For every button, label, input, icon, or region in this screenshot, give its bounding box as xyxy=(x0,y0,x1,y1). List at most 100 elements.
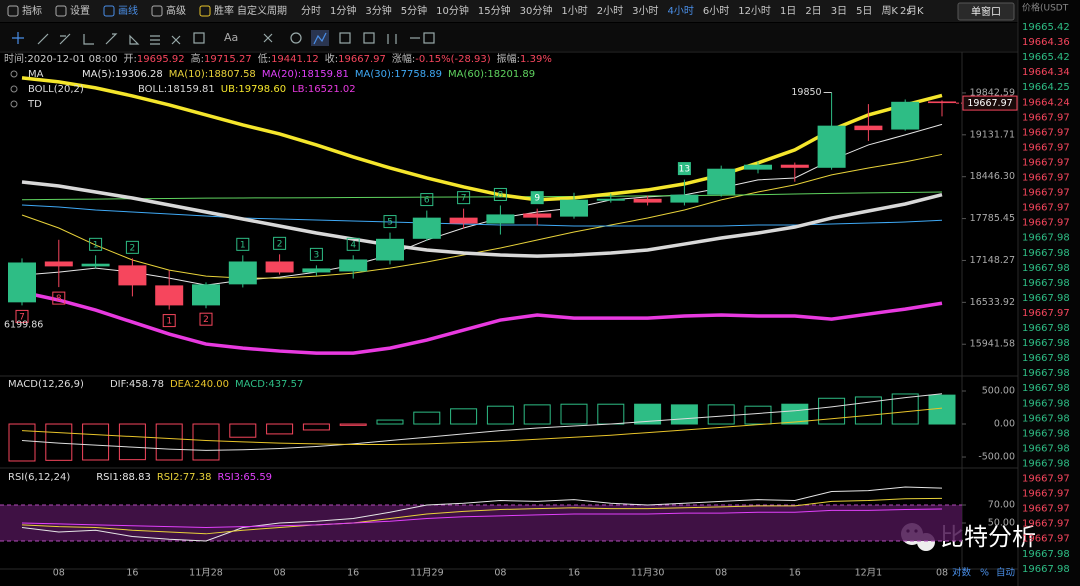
macd-line xyxy=(21,393,943,451)
period-button[interactable]: 周K xyxy=(881,5,898,17)
price-row: 19667.97 xyxy=(1022,188,1070,199)
axis-control[interactable]: % xyxy=(980,568,989,579)
td-count: 2 xyxy=(277,239,283,249)
tool-icons[interactable] xyxy=(12,30,435,46)
period-button[interactable]: 30分钟 xyxy=(520,4,553,17)
macd-bar xyxy=(82,423,110,461)
info-value: 19715.27 xyxy=(204,54,252,65)
legend-entry: LB:16521.02 xyxy=(292,84,356,95)
candle-body xyxy=(449,217,478,224)
macd-line xyxy=(21,407,943,445)
td-box xyxy=(420,193,434,207)
period-button[interactable]: 3分钟 xyxy=(365,4,391,17)
info-label: 高: xyxy=(191,52,204,65)
td-count: 8 xyxy=(56,294,62,304)
tool-button[interactable]: 设置 xyxy=(70,5,90,17)
legend-entry: RSI1:88.83 xyxy=(96,472,151,483)
tool-icon xyxy=(151,5,163,17)
tool-button[interactable]: 高级 xyxy=(166,4,186,17)
indicator-title[interactable]: BOLL(20,2) xyxy=(28,84,84,95)
td-box xyxy=(89,237,103,251)
tool-icon xyxy=(7,5,19,17)
rsi-band xyxy=(0,505,962,542)
indicator-line xyxy=(21,290,943,355)
tool-button[interactable]: 指标 xyxy=(22,4,42,17)
y-tick-label: 0.00 xyxy=(994,419,1015,430)
period-button[interactable]: 1日 xyxy=(780,6,796,17)
candle-body xyxy=(192,284,220,306)
tool-button[interactable]: 胜率 xyxy=(214,4,234,17)
indicator-line xyxy=(21,123,943,286)
period-button[interactable]: 3小时 xyxy=(632,5,658,17)
period-button[interactable]: 15分钟 xyxy=(478,4,511,17)
indicator-title[interactable]: MA xyxy=(28,69,44,80)
indicator-line xyxy=(21,180,943,258)
indicator-line xyxy=(21,153,943,279)
text-tool[interactable]: Aa xyxy=(224,31,238,44)
period-button[interactable]: 2日 xyxy=(805,6,821,17)
indicator-title[interactable]: TD xyxy=(27,99,42,110)
info-label: 振幅: xyxy=(497,52,520,65)
macd-bar xyxy=(670,404,698,425)
candle-body xyxy=(339,259,368,272)
rsi-plot xyxy=(0,486,962,542)
td-count: 2 xyxy=(130,243,136,253)
price-row: 19667.98 xyxy=(1022,458,1070,469)
candle-body xyxy=(265,261,294,273)
y-tick-label: 19842.59 xyxy=(970,87,1015,98)
tool-icon xyxy=(103,5,115,17)
legend-entry: MA(60):18201.89 xyxy=(448,69,535,80)
rsi-line xyxy=(21,486,943,542)
macd-bar xyxy=(192,423,220,461)
window-button[interactable]: 单窗口 xyxy=(971,5,1001,18)
info-value: 19667.97 xyxy=(338,54,386,65)
info-label: 收: xyxy=(325,52,338,65)
period-button[interactable]: 分时 xyxy=(301,5,321,17)
macd-bar xyxy=(339,423,367,426)
period-button[interactable]: 自定义周期 xyxy=(237,4,287,17)
panel-title: MACD(12,26,9) xyxy=(8,379,84,390)
price-row: 19667.97 xyxy=(1022,112,1070,123)
rsi-line xyxy=(21,497,943,535)
period-button[interactable]: 月K xyxy=(907,5,924,17)
period-button[interactable]: 4小时 xyxy=(667,5,693,17)
period-button[interactable]: 1小时 xyxy=(561,5,587,17)
period-button[interactable]: 6小时 xyxy=(703,5,729,17)
macd-bar xyxy=(891,393,919,425)
y-tick-label: 18446.30 xyxy=(970,171,1015,182)
indicator-line xyxy=(21,76,943,202)
axis-control[interactable]: 对数 xyxy=(952,567,972,579)
legend-entry: MA(10):18807.58 xyxy=(169,69,256,80)
candle-body xyxy=(854,125,883,131)
candle-body xyxy=(596,198,625,201)
x-tick-label: 08 xyxy=(494,568,506,579)
td-box xyxy=(15,309,29,323)
price-row: 19667.98 xyxy=(1022,278,1070,289)
period-button[interactable]: 2小时 xyxy=(597,5,623,17)
period-button[interactable]: 3日 xyxy=(831,6,847,17)
axis-control[interactable]: 自动 xyxy=(996,567,1015,579)
tool-button[interactable]: 画线 xyxy=(118,4,138,17)
indicator-line xyxy=(21,204,943,227)
td-count: 8 xyxy=(498,190,504,200)
x-tick-label: 11月28 xyxy=(189,568,223,579)
period-button[interactable]: 10分钟 xyxy=(436,4,469,17)
price-row: 19667.97 xyxy=(1022,127,1070,138)
period-button[interactable]: 5分钟 xyxy=(401,4,427,17)
td-box xyxy=(493,187,507,201)
price-row: 19665.42 xyxy=(1022,22,1070,33)
period-button[interactable]: 1分钟 xyxy=(330,4,356,17)
td-box xyxy=(457,191,471,205)
price-row: 19667.98 xyxy=(1022,263,1070,274)
candle-body xyxy=(928,101,956,104)
period-button[interactable]: 12小时 xyxy=(738,5,771,17)
candle-body xyxy=(707,168,736,195)
candle-body xyxy=(523,213,552,218)
x-tick-label: 12月1 xyxy=(855,568,883,579)
high-marker: 19850 xyxy=(791,87,821,98)
refresh-interval[interactable]: 2s xyxy=(900,6,912,17)
x-tick-label: 16 xyxy=(789,568,801,579)
period-button[interactable]: 5日 xyxy=(856,6,872,17)
macd-bar xyxy=(560,403,588,425)
